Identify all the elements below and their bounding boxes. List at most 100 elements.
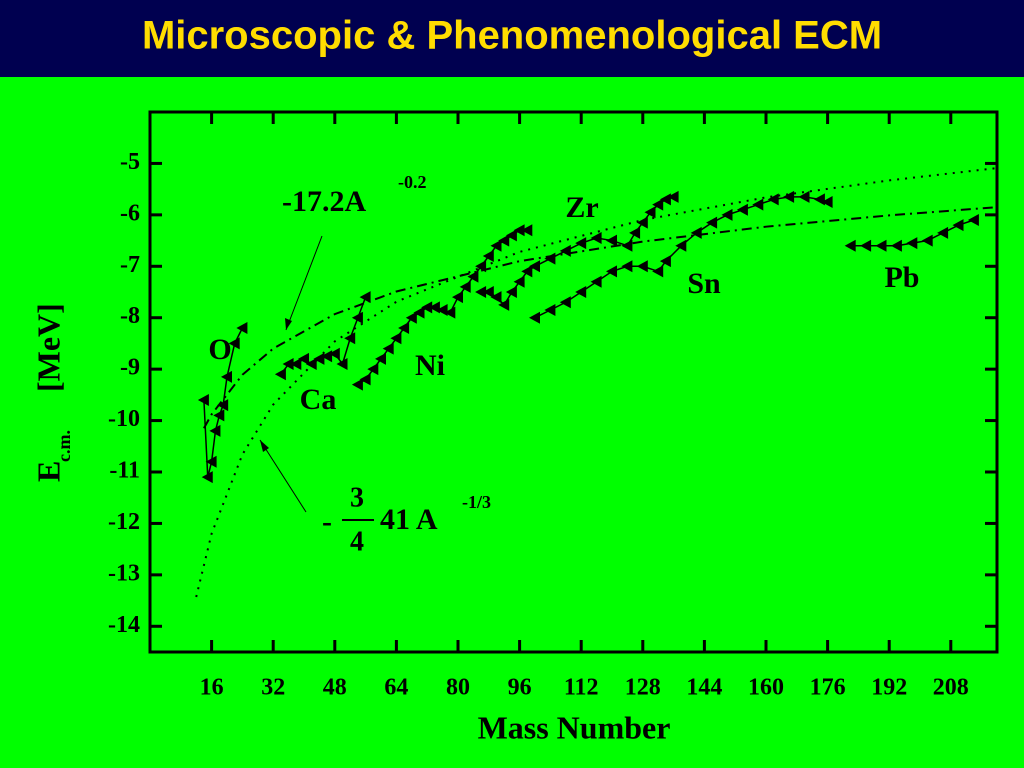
marker — [313, 352, 325, 365]
marker — [421, 301, 433, 314]
marker — [844, 239, 856, 252]
marker — [575, 237, 587, 250]
fit-label: 41 A — [380, 503, 438, 536]
chart-title: Microscopic & Phenomenological ECM — [142, 14, 882, 58]
series-label: O — [208, 333, 231, 366]
x-tick-label: 208 — [933, 675, 969, 701]
marker — [521, 265, 533, 278]
y-tick-label: -10 — [108, 406, 140, 432]
marker — [706, 216, 718, 229]
fit-denominator: 4 — [350, 526, 364, 557]
marker — [428, 301, 440, 314]
marker — [752, 198, 764, 211]
y-axis-label: E — [30, 461, 66, 482]
marker — [529, 260, 540, 273]
marker — [359, 291, 371, 304]
marker — [783, 190, 795, 203]
marker — [652, 198, 664, 211]
marker — [544, 252, 556, 265]
fit-exponent: -1/3 — [462, 492, 491, 512]
arrow-head — [260, 440, 269, 452]
marker — [351, 378, 363, 391]
marker — [505, 286, 517, 298]
marker — [405, 311, 417, 324]
y-axis-label-group: E c.m. [MeV] — [30, 303, 74, 482]
x-tick-label: 64 — [384, 675, 408, 701]
x-axis-label: Mass Number — [478, 709, 671, 745]
x-tick-label: 192 — [871, 675, 907, 701]
marker — [490, 291, 502, 304]
marker — [559, 244, 571, 257]
marker — [967, 214, 979, 226]
marker — [444, 306, 456, 319]
marker — [860, 239, 872, 252]
fit-label: -17.2A — [282, 185, 366, 218]
x-tick-label: 176 — [810, 675, 846, 701]
marker — [644, 206, 656, 219]
marker — [336, 358, 348, 370]
marker — [505, 229, 517, 242]
marker — [475, 286, 487, 298]
marker — [659, 193, 671, 206]
x-tick-label: 160 — [748, 675, 784, 701]
marker — [890, 239, 902, 252]
x-tick-label: 32 — [261, 675, 285, 701]
arrow-head — [285, 318, 292, 330]
y-tick-label: -12 — [108, 509, 140, 535]
fit-exponent: -0.2 — [398, 172, 427, 192]
marker — [798, 190, 810, 203]
y-tick-label: -5 — [120, 149, 140, 175]
series-label: Ni — [415, 349, 445, 382]
y-tick-label: -9 — [120, 355, 140, 381]
marker — [228, 337, 240, 350]
marker — [490, 239, 502, 252]
marker — [351, 311, 363, 324]
marker — [209, 424, 221, 437]
x-tick-label: 128 — [625, 675, 661, 701]
fit-sign: - — [322, 505, 332, 538]
marker — [197, 394, 209, 406]
marker — [367, 363, 379, 376]
series-label: Ca — [300, 383, 337, 416]
marker — [621, 260, 633, 273]
y-tick-label: -14 — [108, 612, 140, 638]
marker — [359, 373, 371, 386]
y-tick-label: -6 — [120, 200, 140, 226]
marker — [452, 291, 463, 304]
marker — [398, 322, 410, 334]
marker — [590, 275, 602, 288]
marker — [621, 239, 633, 252]
marker — [513, 224, 525, 237]
marker — [305, 358, 317, 370]
marker — [298, 352, 309, 365]
marker — [652, 265, 664, 278]
marker — [606, 265, 617, 278]
marker — [590, 232, 602, 244]
marker — [213, 409, 225, 422]
marker — [290, 358, 302, 370]
marker — [467, 270, 479, 283]
fit-numerator: 3 — [350, 482, 364, 513]
arrow — [259, 439, 307, 513]
marker — [382, 342, 394, 355]
x-tick-label: 16 — [200, 675, 224, 701]
marker — [328, 347, 340, 360]
marker — [321, 350, 333, 363]
marker — [575, 286, 587, 298]
marker — [498, 234, 510, 247]
x-tick-label: 80 — [446, 675, 470, 701]
marker — [344, 332, 356, 345]
y-axis-unit: [MeV] — [30, 303, 66, 392]
marker — [413, 306, 425, 319]
series-label: Sn — [687, 267, 721, 300]
marker — [767, 193, 779, 206]
marker — [498, 298, 510, 311]
marker — [736, 203, 748, 216]
series-label: Zr — [565, 191, 598, 224]
marker — [937, 226, 949, 239]
marker — [529, 311, 540, 324]
x-tick-label: 96 — [508, 675, 532, 701]
marker — [390, 332, 402, 345]
marker — [636, 216, 648, 229]
